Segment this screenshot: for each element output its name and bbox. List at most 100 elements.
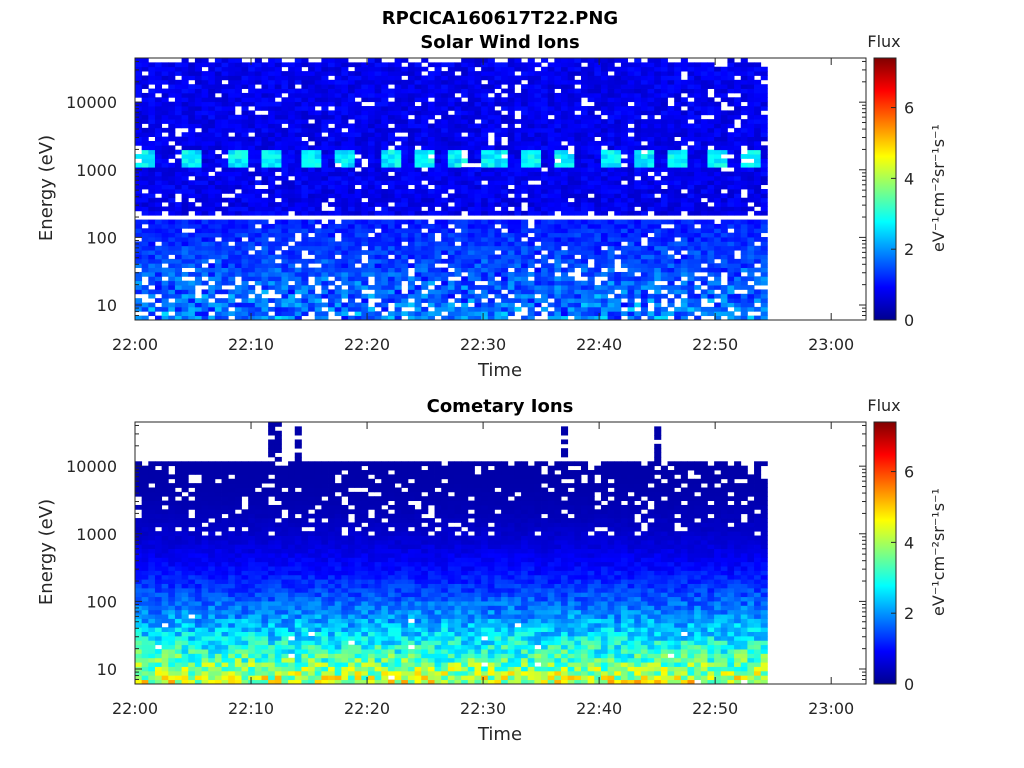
heatmap-cell — [574, 202, 582, 207]
heatmap-cell — [194, 167, 202, 172]
heatmap-cell — [640, 171, 648, 177]
heatmap-cell — [427, 140, 435, 146]
heatmap-cell — [640, 127, 648, 133]
heatmap-cell — [574, 302, 582, 308]
heatmap-cell — [514, 202, 522, 207]
heatmap-cell — [620, 136, 628, 142]
heatmap-cell — [580, 167, 589, 172]
heatmap-cell — [594, 58, 602, 63]
heatmap-cell — [674, 184, 682, 190]
heatmap-cell — [274, 175, 282, 181]
heatmap-cell — [181, 180, 189, 186]
heatmap-cell — [348, 101, 356, 107]
heatmap-cell — [268, 127, 276, 133]
heatmap-cell — [447, 71, 455, 76]
heatmap-cell — [687, 293, 695, 299]
heatmap-cell — [594, 149, 602, 155]
heatmap-cell — [634, 210, 642, 216]
heatmap-cell — [514, 97, 522, 103]
heatmap-cell — [174, 223, 182, 229]
heatmap-cell — [534, 154, 542, 159]
heatmap-cell — [221, 167, 229, 172]
heatmap-cell — [261, 206, 269, 212]
heatmap-cell — [268, 306, 276, 312]
heatmap-cell — [274, 202, 282, 207]
heatmap-cell — [600, 162, 609, 168]
heatmap-cell — [747, 306, 755, 312]
heatmap-cell — [221, 127, 229, 133]
heatmap-cell — [394, 106, 402, 111]
heatmap-cell — [467, 158, 475, 164]
heatmap-cell — [614, 140, 622, 146]
heatmap-cell — [414, 197, 422, 203]
heatmap-cell — [727, 298, 735, 303]
heatmap-cell — [234, 114, 242, 120]
heatmap-cell — [507, 149, 515, 155]
heatmap-cell — [507, 71, 515, 76]
heatmap-cell — [274, 289, 282, 295]
heatmap-cell — [600, 271, 609, 277]
heatmap-cell — [580, 202, 589, 207]
heatmap-cell — [221, 315, 229, 321]
heatmap-cell — [214, 123, 222, 129]
heatmap-cell — [301, 202, 309, 207]
heatmap-cell — [348, 193, 356, 199]
heatmap-cell — [367, 84, 376, 89]
heatmap-cell — [494, 232, 502, 238]
heatmap-cell — [268, 206, 276, 212]
heatmap-cell — [674, 285, 682, 290]
heatmap-cell — [301, 71, 309, 76]
heatmap-cell — [527, 58, 535, 63]
heatmap-cell — [174, 271, 182, 277]
heatmap-cell — [580, 258, 589, 264]
heatmap-cell — [214, 62, 222, 68]
heatmap-cell — [727, 66, 735, 72]
heatmap-cell — [427, 263, 435, 268]
heatmap-cell — [507, 285, 515, 290]
heatmap-cell — [194, 180, 202, 186]
heatmap-cell — [760, 267, 768, 273]
heatmap-cell — [467, 237, 475, 242]
heatmap-cell — [301, 62, 309, 68]
heatmap-cell — [314, 158, 322, 164]
heatmap-cell — [254, 171, 262, 177]
heatmap-cell — [387, 158, 396, 164]
heatmap-cell — [314, 66, 322, 72]
heatmap-cell — [474, 219, 482, 225]
heatmap-cell — [308, 158, 316, 164]
heatmap-cell — [640, 123, 648, 129]
heatmap-cell — [447, 210, 455, 216]
heatmap-cell — [507, 254, 515, 260]
heatmap-cell — [494, 123, 502, 129]
heatmap-cell — [161, 293, 169, 299]
heatmap-cell — [288, 289, 296, 295]
heatmap-cell — [501, 158, 509, 164]
heatmap-cell — [514, 237, 522, 242]
heatmap-cell — [194, 140, 202, 146]
heatmap-cell — [214, 302, 222, 308]
heatmap-cell — [514, 271, 522, 277]
heatmap-cell — [687, 106, 695, 111]
heatmap-cell — [427, 75, 435, 81]
heatmap-cell — [461, 285, 469, 290]
heatmap-cell — [660, 250, 668, 255]
heatmap-cell — [521, 92, 529, 98]
heatmap-cell — [248, 175, 256, 181]
heatmap-cell — [674, 66, 682, 72]
heatmap-cell — [634, 101, 642, 107]
heatmap-cell — [421, 267, 429, 273]
heatmap-cell — [740, 306, 748, 312]
heatmap-cell — [434, 75, 442, 81]
heatmap-cell — [148, 180, 156, 186]
heatmap-cell — [141, 193, 149, 199]
heatmap-cell — [314, 162, 322, 168]
heatmap-cell — [580, 136, 589, 142]
heatmap-cell — [607, 289, 615, 295]
heatmap-cell — [334, 114, 342, 120]
heatmap-cell — [407, 302, 415, 308]
heatmap-cell — [660, 154, 668, 159]
heatmap-cell — [407, 289, 415, 295]
heatmap-cell — [574, 158, 582, 164]
heatmap-cell — [434, 167, 442, 172]
heatmap-cell — [620, 175, 628, 181]
